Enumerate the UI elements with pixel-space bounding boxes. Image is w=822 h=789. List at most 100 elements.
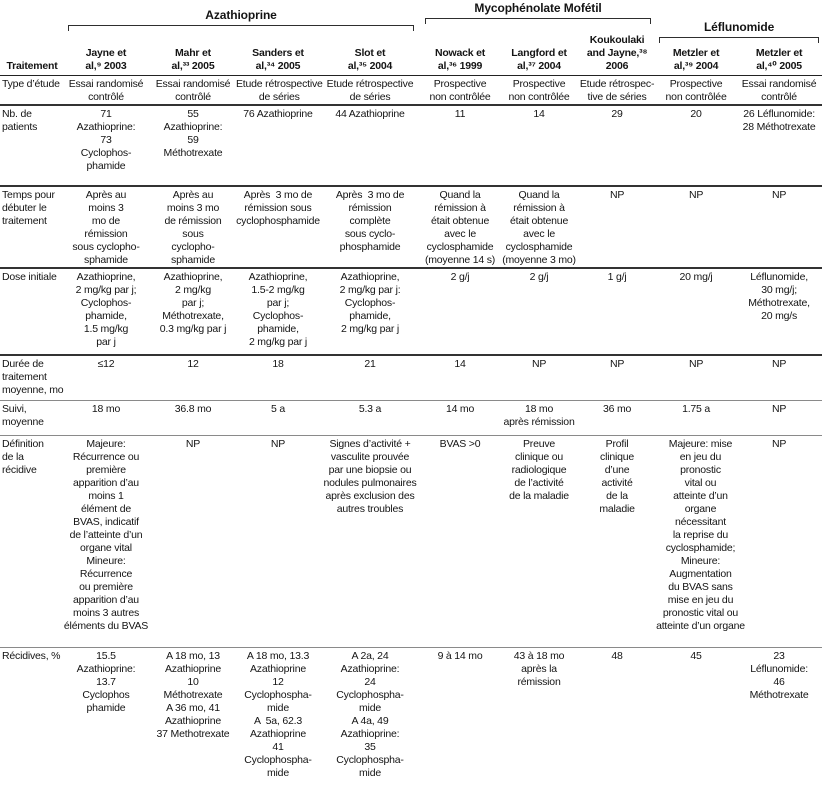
row-label-text: Temps pour débuter le traitement (2, 189, 55, 228)
table-cell: 12 (150, 355, 236, 401)
row-label: Dose initiale (0, 268, 62, 357)
table-cell: Essai randomisé contrôlé (62, 75, 150, 107)
table-cell: 18 mo (62, 400, 150, 436)
table-cell: Après 3 mo de rémission complète sous cy… (320, 186, 421, 270)
study-column-header: Koukoulaki and Jayne,³⁸ 2006 (578, 34, 657, 77)
table-row: Temps pour débuter le traitement Après a… (0, 186, 822, 270)
group-bracket (425, 18, 652, 24)
table-cell: NP (578, 355, 657, 401)
table-cell: Etude rétrospec- tive de séries (578, 75, 657, 107)
table-cell: 11 (420, 105, 501, 188)
table-cell: 76 Azathioprine (236, 105, 320, 188)
group-header-row: Azathioprine Mycophénolate Mofétil Léflu… (0, 0, 822, 43)
table-cell: 23 Léflunomide: 46 Méthotrexate (749, 649, 809, 701)
table-cell: Prospective non contrôlée (656, 75, 737, 107)
table-row: Durée de traitement moyenne, mo ≤12 12 1… (0, 355, 822, 401)
table-cell: Signes d’activité + vasculite prouvée pa… (320, 435, 421, 648)
table-cell: 48 (611, 649, 623, 662)
table-cell: NP (150, 435, 236, 648)
table-cell: NP (736, 186, 822, 270)
group-header-leflunomide: Léflunomide (656, 0, 822, 43)
study-name: Langford et al,³⁷ 2004 (511, 46, 567, 72)
study-name: Jayne et al,⁹ 2003 (85, 46, 127, 72)
row-label-text: Dose initiale (2, 271, 57, 284)
table-cell: 44 Azathioprine (320, 105, 421, 188)
table-cell: Etude rétrospective de séries (320, 75, 421, 107)
table-cell: NP (736, 400, 822, 436)
table-cell: 26 Léflunomide: 28 Méthotrexate (736, 105, 822, 188)
table-cell: 9 à 14 mo (437, 649, 483, 662)
study-name: Nowack et al,³⁶ 1999 (434, 46, 486, 72)
table-cell: 36 mo (578, 400, 657, 436)
table-cell: Essai randomisé contrôlé (150, 75, 236, 107)
table-cell: BVAS >0 (420, 435, 501, 648)
table-cell: NP (236, 435, 320, 648)
table-cell: 18 mo après rémission (500, 400, 579, 436)
study-column-header: Metzler et al,⁴⁰ 2005 (736, 34, 822, 77)
table-cell: 2 g/j (420, 268, 501, 357)
table-cell: A 2a, 24 Azathioprine: 24 Cyclophospha- … (336, 649, 404, 779)
group-label-azathioprine: Azathioprine (205, 8, 277, 22)
table-cell: 14 mo (420, 400, 501, 436)
table-row: Suivi, moyenne 18 mo 36.8 mo 5 a 5.3 a 1… (0, 400, 822, 436)
study-column-header: Sanders et al,³⁴ 2005 (236, 34, 320, 77)
table-cell: 18 (236, 355, 320, 401)
table-cell: Essai randomisé contrôlé (736, 75, 822, 107)
table-cell: A 18 mo, 13.3 Azathioprine 12 Cyclophosp… (244, 649, 312, 779)
study-header-row: Traitement Jayne et al,⁹ 2003 Mahr et al… (0, 34, 822, 77)
table-cell: 1.75 a (656, 400, 737, 436)
study-name: Koukoulaki and Jayne,³⁸ 2006 (586, 34, 648, 72)
study-column-header: Slot et al,³⁵ 2004 (320, 34, 421, 77)
table-cell: 2 g/j (500, 268, 579, 357)
row-label-text: Nb. de patients (2, 108, 38, 134)
row-label-text: Définition de la récidive (2, 437, 44, 476)
table-cell: 29 (578, 105, 657, 188)
row-label: Durée de traitement moyenne, mo (0, 355, 64, 401)
table-cell: Léflunomide, 30 mg/j; Méthotrexate, 20 m… (736, 268, 822, 357)
table-cell: 20 (656, 105, 737, 188)
table-cell: Quand la rémission à était obtenue avec … (420, 186, 501, 270)
table-cell: 20 mg/j (656, 268, 737, 357)
table-cell: A 18 mo, 13 Azathioprine 10 Méthotrexate… (156, 649, 230, 740)
table-cell: 43 à 18 mo après la rémission (513, 649, 565, 688)
study-name: Sanders et al,³⁴ 2005 (252, 46, 304, 72)
table-cell: 21 (320, 355, 421, 401)
table-cell: Etude rétrospective de séries (236, 75, 323, 107)
study-name: Mahr et al,³³ 2005 (171, 46, 215, 72)
study-name: Metzler et al,³⁹ 2004 (672, 46, 720, 72)
table-cell: Azathioprine, 2 mg/kg par j: Cyclophos- … (320, 268, 421, 357)
table-cell: Azathioprine, 2 mg/kg par j; Cyclophos- … (62, 268, 150, 357)
table-cell: NP (578, 186, 657, 270)
table-cell: 36.8 mo (150, 400, 236, 436)
table-cell: Azathioprine, 2 mg/kg par j; Méthotrexat… (150, 268, 236, 357)
table-cell: Prospective non contrôlée (420, 75, 501, 107)
table-cell: NP (500, 355, 579, 401)
treatment-header: Traitement (0, 34, 62, 77)
table-cell: 55 Azathioprine: 59 Méthotrexate (150, 105, 236, 188)
study-column-header: Mahr et al,³³ 2005 (150, 34, 236, 77)
table-row: Nb. de patients 71 Azathioprine: 73 Cycl… (0, 105, 822, 188)
table-cell: 14 (420, 355, 501, 401)
table-row: Définition de la récidive Majeure: Récur… (0, 435, 822, 648)
row-label: Nb. de patients (0, 105, 62, 188)
table-cell: Azathioprine, 1.5-2 mg/kg par j; Cycloph… (236, 268, 320, 357)
study-column-header: Jayne et al,⁹ 2003 (62, 34, 150, 77)
table-cell: NP (656, 186, 737, 270)
row-label: Type d’étude (0, 75, 62, 107)
table-cell: 14 (500, 105, 579, 188)
row-label: Définition de la récidive (0, 435, 62, 648)
row-label-text: Type d’étude (2, 78, 60, 91)
study-column-header: Langford et al,³⁷ 2004 (500, 34, 579, 77)
study-column-header: Metzler et al,³⁹ 2004 (656, 34, 737, 77)
table-cell: Après 3 mo de rémission sous cyclophosph… (236, 186, 320, 270)
study-name: Metzler et al,⁴⁰ 2005 (755, 46, 803, 72)
table-cell: Quand la rémission à était obtenue avec … (500, 186, 579, 270)
table-cell: Majeure: Récurrence ou première appariti… (62, 435, 150, 648)
table-cell: NP (736, 355, 822, 401)
row-label-text: Durée de traitement moyenne, mo (2, 358, 64, 397)
table-row: Type d’étude Essai randomisé contrôlé Es… (0, 75, 822, 107)
table-cell: NP (736, 435, 822, 648)
table-cell: Profil clinique d’une activité de la mal… (578, 435, 657, 648)
